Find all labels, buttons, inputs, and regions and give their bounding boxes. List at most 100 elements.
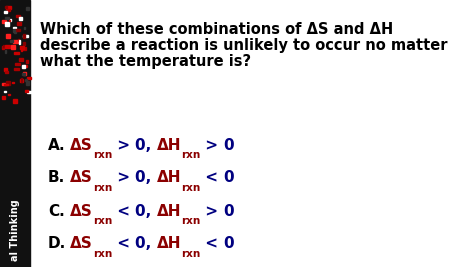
Text: >: > — [112, 138, 135, 152]
Text: ΔH: ΔH — [157, 171, 181, 186]
Bar — [6, 81, 10, 85]
Bar — [23, 65, 27, 67]
Bar — [27, 91, 31, 93]
Bar — [5, 45, 9, 48]
Bar — [10, 19, 11, 21]
Text: <: < — [112, 237, 135, 252]
Bar — [13, 29, 15, 32]
Bar — [11, 45, 15, 49]
Bar — [13, 27, 16, 28]
Bar — [26, 60, 28, 63]
Bar — [4, 11, 7, 13]
Bar — [20, 49, 22, 51]
Text: rxn: rxn — [93, 150, 112, 160]
Text: al Thinking: al Thinking — [10, 199, 20, 261]
Text: ΔH: ΔH — [157, 138, 181, 152]
Bar — [20, 46, 24, 49]
Bar — [16, 15, 19, 17]
Text: ΔS: ΔS — [70, 171, 93, 186]
Bar — [19, 17, 22, 20]
Text: 0: 0 — [224, 138, 234, 152]
Text: rxn: rxn — [93, 216, 112, 226]
Bar — [13, 99, 18, 103]
Bar — [22, 65, 25, 68]
Bar — [18, 39, 19, 41]
Text: rxn: rxn — [93, 249, 112, 259]
Text: <: < — [112, 203, 135, 218]
Text: >: > — [201, 203, 224, 218]
Text: B.: B. — [48, 171, 65, 186]
Bar — [5, 6, 7, 8]
Text: describe a reaction is unlikely to occur no matter: describe a reaction is unlikely to occur… — [40, 38, 447, 53]
Text: <: < — [201, 171, 224, 186]
Bar — [22, 47, 27, 50]
Bar — [23, 34, 25, 38]
Text: rxn: rxn — [181, 183, 201, 193]
Bar — [1, 84, 6, 85]
Bar — [24, 27, 25, 29]
Bar — [5, 71, 8, 73]
Text: Which of these combinations of ΔS and ΔH: Which of these combinations of ΔS and ΔH — [40, 22, 393, 37]
Bar — [15, 29, 19, 31]
Bar — [19, 41, 20, 44]
Text: rxn: rxn — [181, 216, 201, 226]
Text: A.: A. — [48, 138, 65, 152]
Bar — [25, 90, 28, 92]
Text: ΔH: ΔH — [157, 203, 181, 218]
Bar — [26, 81, 29, 85]
Bar — [26, 7, 29, 10]
Bar — [24, 72, 26, 75]
Bar — [19, 58, 23, 61]
Text: rxn: rxn — [181, 249, 201, 259]
Bar — [22, 73, 25, 75]
Text: ΔS: ΔS — [70, 138, 93, 152]
Bar — [5, 22, 9, 26]
Text: what the temperature is?: what the temperature is? — [40, 54, 251, 69]
Text: rxn: rxn — [93, 183, 112, 193]
Text: ΔH: ΔH — [157, 237, 181, 252]
Bar — [14, 30, 16, 33]
Bar — [4, 91, 7, 92]
Bar — [21, 78, 22, 82]
Bar — [9, 19, 10, 21]
Bar — [0, 0, 30, 267]
Text: ΔS: ΔS — [70, 203, 93, 218]
Text: >: > — [112, 171, 135, 186]
Text: >: > — [201, 138, 224, 152]
Bar — [1, 96, 5, 99]
Text: 0,: 0, — [135, 203, 157, 218]
Bar — [5, 17, 9, 19]
Bar — [5, 50, 7, 53]
Text: 0,: 0, — [135, 237, 157, 252]
Text: 0: 0 — [224, 171, 234, 186]
Text: 0,: 0, — [135, 138, 157, 152]
Bar — [8, 94, 10, 95]
Bar — [6, 6, 10, 9]
Bar — [14, 68, 19, 70]
Text: 0,: 0, — [135, 171, 157, 186]
Bar — [14, 52, 19, 54]
Text: rxn: rxn — [181, 150, 201, 160]
Bar — [4, 69, 7, 71]
Bar — [17, 22, 21, 25]
Text: D.: D. — [48, 237, 66, 252]
Bar — [23, 42, 25, 45]
Text: 0: 0 — [224, 237, 234, 252]
Bar — [12, 82, 14, 83]
Text: ΔS: ΔS — [70, 237, 93, 252]
Bar — [6, 34, 10, 38]
Text: 0: 0 — [224, 203, 234, 218]
Bar — [4, 84, 8, 85]
Bar — [20, 79, 23, 82]
Bar — [15, 62, 20, 65]
Bar — [10, 40, 13, 42]
Bar — [3, 45, 4, 47]
Bar — [23, 35, 27, 37]
Bar — [2, 20, 6, 23]
Bar — [25, 79, 27, 81]
Text: <: < — [201, 237, 224, 252]
Bar — [2, 46, 4, 49]
Text: C.: C. — [48, 203, 65, 218]
Bar — [7, 9, 10, 11]
Bar — [13, 40, 18, 43]
